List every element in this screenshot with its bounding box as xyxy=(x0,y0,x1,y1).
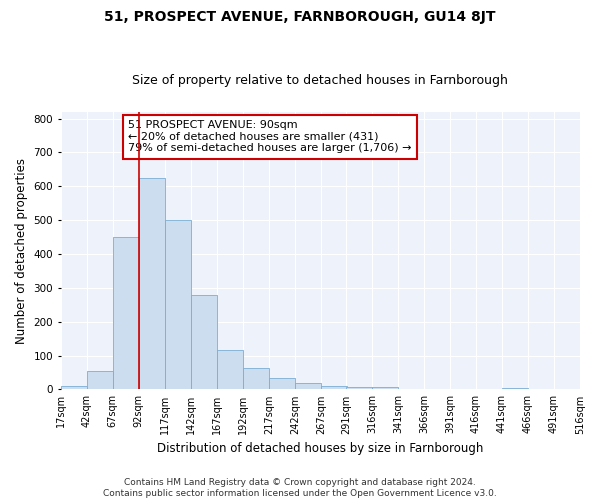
Text: 51, PROSPECT AVENUE, FARNBOROUGH, GU14 8JT: 51, PROSPECT AVENUE, FARNBOROUGH, GU14 8… xyxy=(104,10,496,24)
Bar xyxy=(191,294,217,390)
Y-axis label: Number of detached properties: Number of detached properties xyxy=(15,158,28,344)
Bar xyxy=(87,371,113,390)
Bar xyxy=(346,386,372,390)
Bar xyxy=(321,386,347,390)
Bar xyxy=(165,220,191,390)
X-axis label: Distribution of detached houses by size in Farnborough: Distribution of detached houses by size … xyxy=(157,442,484,455)
Bar xyxy=(113,237,139,390)
Title: Size of property relative to detached houses in Farnborough: Size of property relative to detached ho… xyxy=(133,74,508,87)
Bar xyxy=(243,368,269,390)
Bar xyxy=(295,382,321,390)
Bar xyxy=(139,178,165,390)
Bar xyxy=(502,388,528,390)
Text: 51 PROSPECT AVENUE: 90sqm
← 20% of detached houses are smaller (431)
79% of semi: 51 PROSPECT AVENUE: 90sqm ← 20% of detac… xyxy=(128,120,412,154)
Bar xyxy=(269,378,295,390)
Bar xyxy=(372,386,398,390)
Bar xyxy=(217,350,243,390)
Text: Contains HM Land Registry data © Crown copyright and database right 2024.
Contai: Contains HM Land Registry data © Crown c… xyxy=(103,478,497,498)
Bar xyxy=(61,386,87,390)
